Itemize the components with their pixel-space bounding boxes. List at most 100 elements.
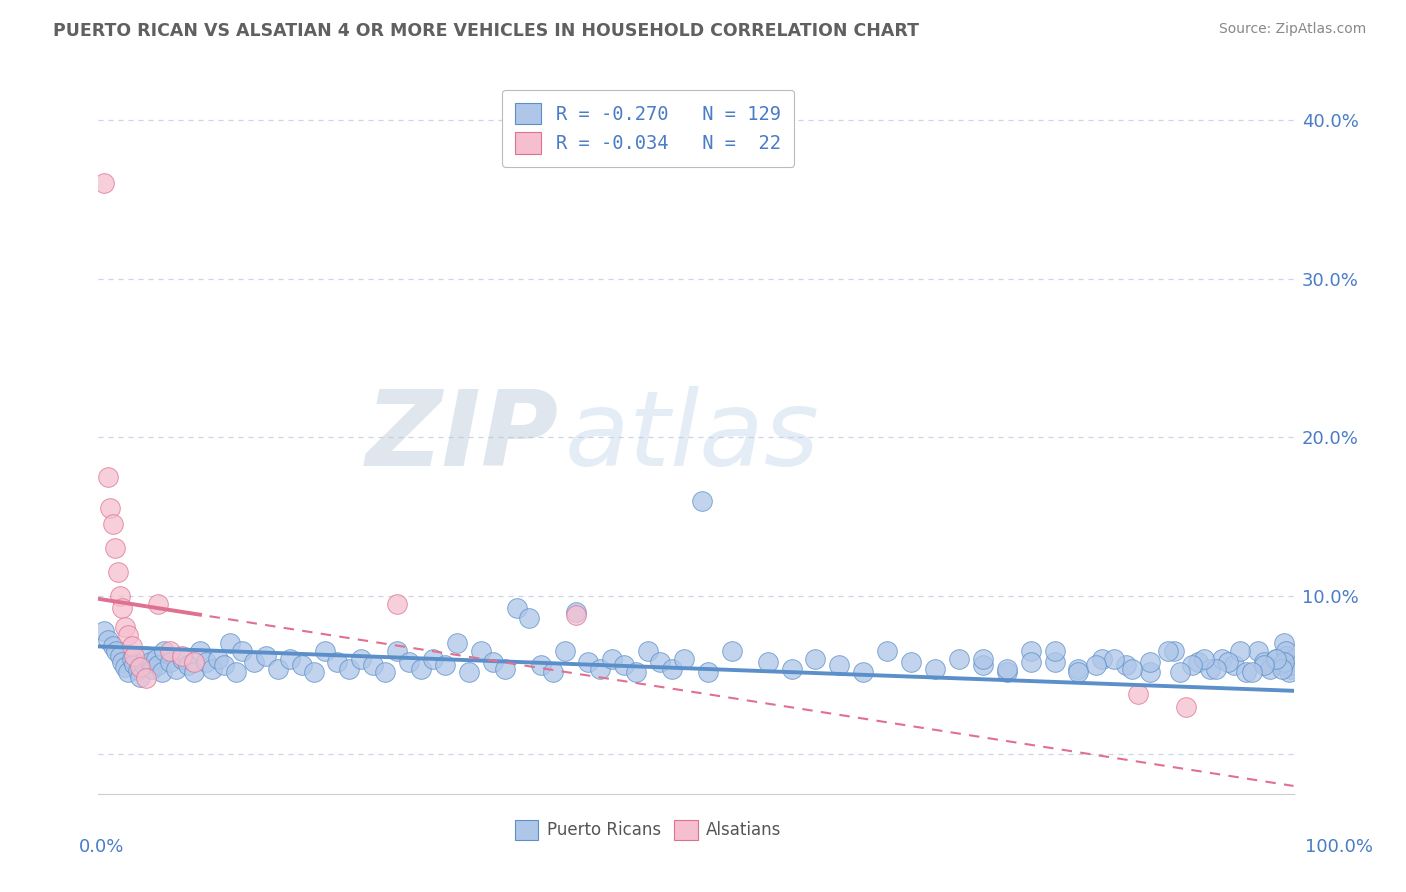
Point	[637, 644, 659, 658]
Point	[101, 517, 124, 532]
Point	[183, 665, 205, 679]
Point	[129, 669, 152, 683]
Point	[948, 652, 970, 666]
Point	[1272, 655, 1295, 669]
Point	[1104, 652, 1126, 666]
Point	[673, 652, 696, 666]
Point	[148, 658, 170, 673]
Point	[1067, 662, 1090, 676]
Point	[876, 644, 898, 658]
Point	[697, 665, 720, 679]
Point	[114, 620, 136, 634]
Point	[97, 633, 120, 648]
Text: atlas: atlas	[565, 386, 820, 488]
Point	[995, 662, 1018, 676]
Point	[148, 597, 170, 611]
Point	[458, 665, 481, 679]
Point	[150, 665, 173, 679]
Point	[411, 662, 433, 676]
Point	[111, 655, 134, 669]
Point	[254, 648, 277, 663]
Point	[121, 640, 143, 654]
Text: PUERTO RICAN VS ALSATIAN 4 OR MORE VEHICLES IN HOUSEHOLD CORRELATION CHART: PUERTO RICAN VS ALSATIAN 4 OR MORE VEHIC…	[53, 22, 920, 40]
Point	[1043, 644, 1066, 658]
Point	[1264, 652, 1286, 666]
Text: ZIP: ZIP	[366, 386, 558, 488]
Point	[188, 644, 211, 658]
Point	[108, 589, 131, 603]
Point	[565, 607, 588, 622]
Point	[1253, 658, 1275, 673]
Point	[804, 652, 827, 666]
Point	[900, 655, 922, 669]
Point	[1121, 662, 1143, 676]
Point	[98, 501, 122, 516]
Point	[780, 662, 803, 676]
Point	[225, 665, 247, 679]
Point	[129, 660, 152, 674]
Point	[1205, 662, 1227, 676]
Point	[972, 658, 994, 673]
Point	[93, 624, 115, 638]
Point	[231, 644, 253, 658]
Point	[278, 652, 301, 666]
Point	[315, 644, 337, 658]
Point	[828, 658, 851, 673]
Point	[481, 655, 505, 669]
Point	[1019, 655, 1042, 669]
Point	[1192, 652, 1215, 666]
Point	[1115, 658, 1137, 673]
Point	[1157, 644, 1180, 658]
Point	[541, 665, 564, 679]
Point	[1067, 665, 1090, 679]
Text: 100.0%: 100.0%	[1305, 838, 1372, 855]
Point	[159, 655, 181, 669]
Point	[565, 605, 588, 619]
Point	[117, 665, 139, 679]
Point	[105, 644, 128, 658]
Point	[1271, 662, 1294, 676]
Point	[398, 655, 420, 669]
Point	[1019, 644, 1042, 658]
Point	[1258, 662, 1281, 676]
Point	[690, 493, 713, 508]
Point	[183, 655, 205, 669]
Point	[494, 662, 516, 676]
Point	[1043, 655, 1066, 669]
Point	[374, 665, 396, 679]
Point	[385, 597, 409, 611]
Point	[124, 648, 146, 663]
Point	[626, 665, 648, 679]
Point	[972, 652, 994, 666]
Point	[517, 611, 540, 625]
Point	[721, 644, 744, 658]
Point	[1199, 662, 1222, 676]
Point	[172, 652, 194, 666]
Point	[589, 662, 612, 676]
Point	[121, 652, 143, 666]
Point	[159, 644, 181, 658]
Point	[434, 658, 457, 673]
Point	[243, 655, 266, 669]
Point	[995, 665, 1018, 679]
Point	[602, 652, 624, 666]
Point	[1168, 665, 1191, 679]
Point	[291, 658, 314, 673]
Y-axis label: 4 or more Vehicles in Household: 4 or more Vehicles in Household	[0, 308, 7, 566]
Point	[1139, 655, 1161, 669]
Point	[195, 655, 218, 669]
Point	[1234, 665, 1257, 679]
Point	[422, 652, 444, 666]
Point	[554, 644, 576, 658]
Legend: Puerto Ricans, Alsatians: Puerto Ricans, Alsatians	[509, 814, 787, 847]
Point	[153, 644, 176, 658]
Point	[530, 658, 553, 673]
Point	[1272, 636, 1295, 650]
Point	[339, 662, 361, 676]
Point	[172, 648, 194, 663]
Point	[1091, 652, 1114, 666]
Point	[201, 662, 224, 676]
Point	[613, 658, 636, 673]
Point	[1279, 658, 1302, 673]
Point	[207, 652, 229, 666]
